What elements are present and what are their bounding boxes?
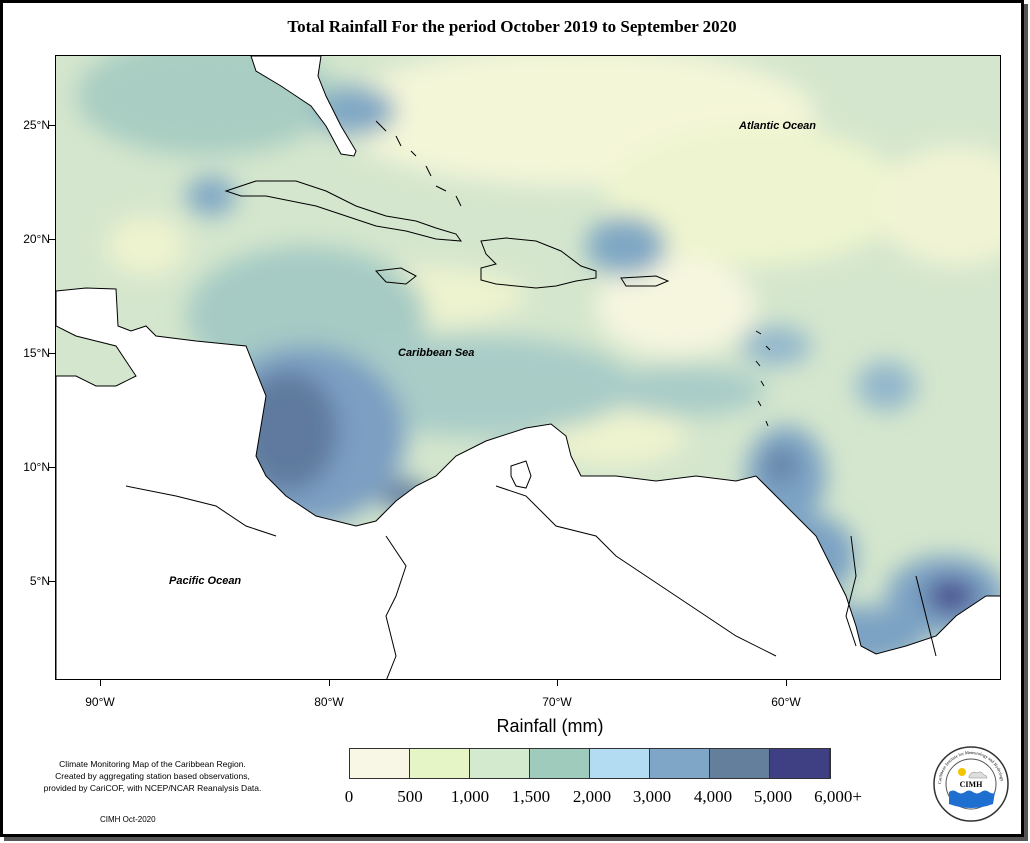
caribbean-sea-label: Caribbean Sea [398, 347, 475, 359]
lon-tick-mark [329, 680, 330, 686]
legend-label: 0 [344, 787, 354, 806]
pacific-ocean-label: Pacific Ocean [169, 575, 242, 587]
legend-swatch [350, 749, 410, 778]
lat-tick-mark [49, 581, 55, 582]
lat-tick-mark [49, 125, 55, 126]
lat-tick-label: 15°N [23, 346, 50, 360]
sun-icon [958, 768, 966, 776]
legend-label: 2,000 [572, 787, 612, 806]
lat-tick-label: 5°N [29, 574, 50, 588]
legend-title: Rainfall (mm) [496, 716, 604, 736]
lat-tick-label: 25°N [23, 118, 50, 132]
legend-label: 4,000 [693, 787, 733, 806]
lesser-antilles-outline [755, 330, 771, 427]
lon-tick-mark [557, 680, 558, 686]
lat-tick-mark [49, 467, 55, 468]
lat-tick-label: 20°N [23, 232, 50, 246]
legend-swatch [590, 749, 650, 778]
jamaica-outline [374, 267, 417, 285]
map-title: Total Rainfall For the period October 20… [287, 17, 737, 36]
cloud-icon [968, 771, 988, 779]
lon-tick-label: 60°W [771, 695, 801, 709]
credit-line: provided by CariCOF, with NCEP/NCAR Rean… [43, 783, 262, 793]
hispaniola-outline [480, 237, 597, 289]
legend-label: 3,000 [632, 787, 672, 806]
rainfall-map: Atlantic Ocean Caribbean Sea Pacific Oce… [55, 55, 1001, 680]
florida-land [250, 56, 357, 157]
credit-line: Climate Monitoring Map of the Caribbean … [59, 759, 246, 769]
lat-tick-mark [49, 239, 55, 240]
legend-label: 5,000 [753, 787, 793, 806]
footer-credit: CIMH Oct-2020 [100, 815, 156, 824]
legend-swatch [710, 749, 770, 778]
lat-tick-mark [49, 353, 55, 354]
country-border-2 [385, 535, 407, 679]
cimh-logo: Caribbean Institute for Meteorology and … [933, 746, 1009, 822]
legend-label: 1,000 [450, 787, 490, 806]
legend-color-bar [349, 748, 831, 779]
lat-tick-label: 10°N [23, 460, 50, 474]
puerto-rico-outline [620, 275, 670, 287]
legend-swatch [470, 749, 530, 778]
lake-maracaibo-outline [510, 460, 532, 489]
country-border-3 [845, 535, 857, 647]
rainfall-field [56, 56, 1000, 679]
lon-tick-mark [786, 680, 787, 686]
lon-tick-label: 90°W [85, 695, 115, 709]
credit-line: Created by aggregating station based obs… [55, 771, 250, 781]
lon-tick-mark [100, 680, 101, 686]
legend-label: 1,500 [511, 787, 551, 806]
bahamas-outline [375, 120, 462, 207]
legend-label: 500 [397, 787, 423, 806]
cuba-outline [224, 180, 463, 242]
legend-swatch [650, 749, 710, 778]
atlantic-ocean-label: Atlantic Ocean [739, 120, 817, 132]
legend-label: 6,000+ [814, 787, 862, 806]
credits-text: Climate Monitoring Map of the Caribbean … [20, 758, 285, 794]
legend-swatch [770, 749, 830, 778]
wave-icon [949, 790, 995, 808]
pacific-coast-line [125, 485, 277, 537]
country-border-4 [915, 575, 937, 657]
legend-swatch [410, 749, 470, 778]
logo-text: CIMH [960, 780, 983, 789]
lon-tick-label: 70°W [542, 695, 572, 709]
legend-swatch [530, 749, 590, 778]
lon-tick-label: 80°W [314, 695, 344, 709]
island-outlines [125, 120, 937, 679]
country-border-1 [495, 485, 777, 657]
